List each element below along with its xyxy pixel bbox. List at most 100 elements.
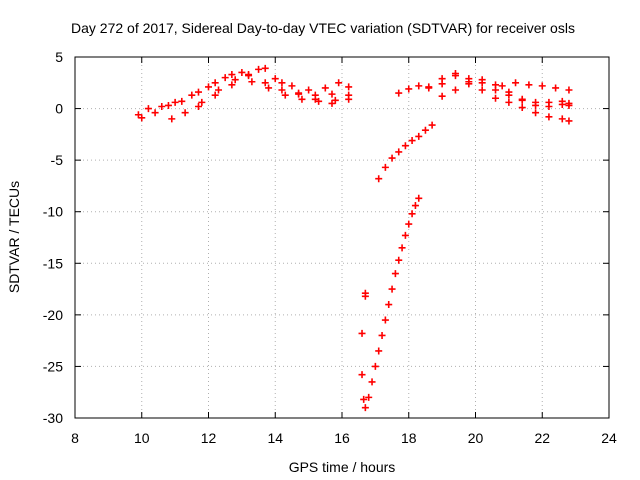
data-point (398, 244, 406, 252)
data-point (512, 79, 520, 87)
data-point (194, 88, 202, 96)
data-point (532, 109, 540, 117)
data-point (395, 256, 403, 264)
data-point (438, 75, 446, 83)
data-point (492, 94, 500, 102)
data-point (361, 404, 369, 412)
data-point (378, 331, 386, 339)
data-point (538, 82, 546, 90)
data-point (401, 142, 409, 150)
data-point (465, 80, 473, 88)
y-tick-label: 5 (55, 49, 63, 65)
data-point (261, 64, 269, 72)
data-point (265, 84, 273, 92)
chart-title: Day 272 of 2017, Sidereal Day-to-day VTE… (71, 20, 575, 36)
data-point (221, 74, 229, 82)
data-point (478, 86, 486, 94)
data-point (188, 91, 196, 99)
data-point (368, 378, 376, 386)
data-point (518, 104, 526, 112)
data-point (278, 86, 286, 94)
y-tick-label: -5 (51, 152, 64, 168)
data-point (365, 393, 373, 401)
data-point (215, 86, 223, 94)
series-arc-2 (138, 71, 353, 122)
data-point (288, 82, 296, 90)
data-point (558, 115, 566, 123)
series-arc-3 (168, 76, 353, 123)
data-point (345, 83, 353, 91)
data-point (345, 95, 353, 103)
x-tick-label: 24 (601, 430, 617, 446)
data-point (198, 98, 206, 106)
data-point (451, 86, 459, 94)
series-arc-6 (425, 70, 573, 107)
data-point (492, 81, 500, 89)
data-point (421, 126, 429, 134)
data-point (245, 71, 253, 79)
data-point (228, 71, 236, 79)
data-point (205, 83, 212, 91)
y-tick-label: -30 (43, 410, 63, 426)
data-point (178, 97, 186, 105)
data-point (401, 231, 409, 239)
series-arc-10 (361, 194, 423, 412)
data-points (134, 64, 573, 412)
data-point (391, 270, 399, 278)
data-point (151, 109, 159, 117)
data-point (438, 92, 446, 100)
data-point (408, 210, 416, 218)
data-point (281, 91, 289, 99)
data-point (321, 84, 329, 92)
x-tick-label: 14 (267, 430, 283, 446)
data-point (545, 113, 553, 121)
grid (75, 57, 609, 418)
data-point (395, 89, 403, 97)
x-tick-label: 10 (134, 430, 150, 446)
x-tick-label: 22 (534, 430, 550, 446)
y-axis-label: SDTVAR / TECUs (6, 181, 22, 293)
data-point (335, 79, 343, 87)
series-arc-7 (438, 76, 573, 111)
data-point (525, 81, 533, 89)
data-point (565, 117, 573, 125)
data-point (478, 76, 486, 84)
data-point (375, 175, 383, 183)
data-point (358, 329, 366, 337)
data-point (138, 114, 146, 122)
series-arc-9 (375, 121, 436, 183)
data-point (231, 76, 239, 84)
data-point (295, 89, 303, 97)
data-point (261, 79, 269, 87)
data-point (411, 202, 419, 210)
data-point (328, 99, 336, 107)
series-arc-8 (498, 79, 573, 94)
data-point (278, 79, 286, 87)
series-arc-1 (134, 65, 353, 119)
data-point (425, 83, 433, 91)
data-point (388, 285, 396, 293)
x-axis-label: GPS time / hours (289, 459, 396, 475)
data-point (168, 115, 176, 123)
data-point (565, 86, 573, 94)
y-tick-label: -25 (43, 358, 63, 374)
data-point (181, 109, 189, 117)
data-point (211, 91, 219, 99)
data-point (158, 103, 166, 111)
data-point (298, 95, 306, 103)
data-point (238, 68, 246, 76)
data-point (415, 132, 423, 140)
series-arc-4 (194, 64, 336, 111)
data-point (565, 101, 573, 109)
data-point (558, 100, 566, 108)
data-point (498, 82, 506, 90)
y-tick-label: -15 (43, 255, 63, 271)
data-point (381, 316, 389, 324)
data-point (194, 103, 202, 111)
y-axis-ticks: -30 -25 -20 -15 -10 -5 0 5 (43, 49, 609, 426)
data-point (385, 301, 393, 309)
data-point (415, 194, 423, 202)
x-tick-label: 18 (401, 430, 417, 446)
data-point (375, 347, 383, 355)
